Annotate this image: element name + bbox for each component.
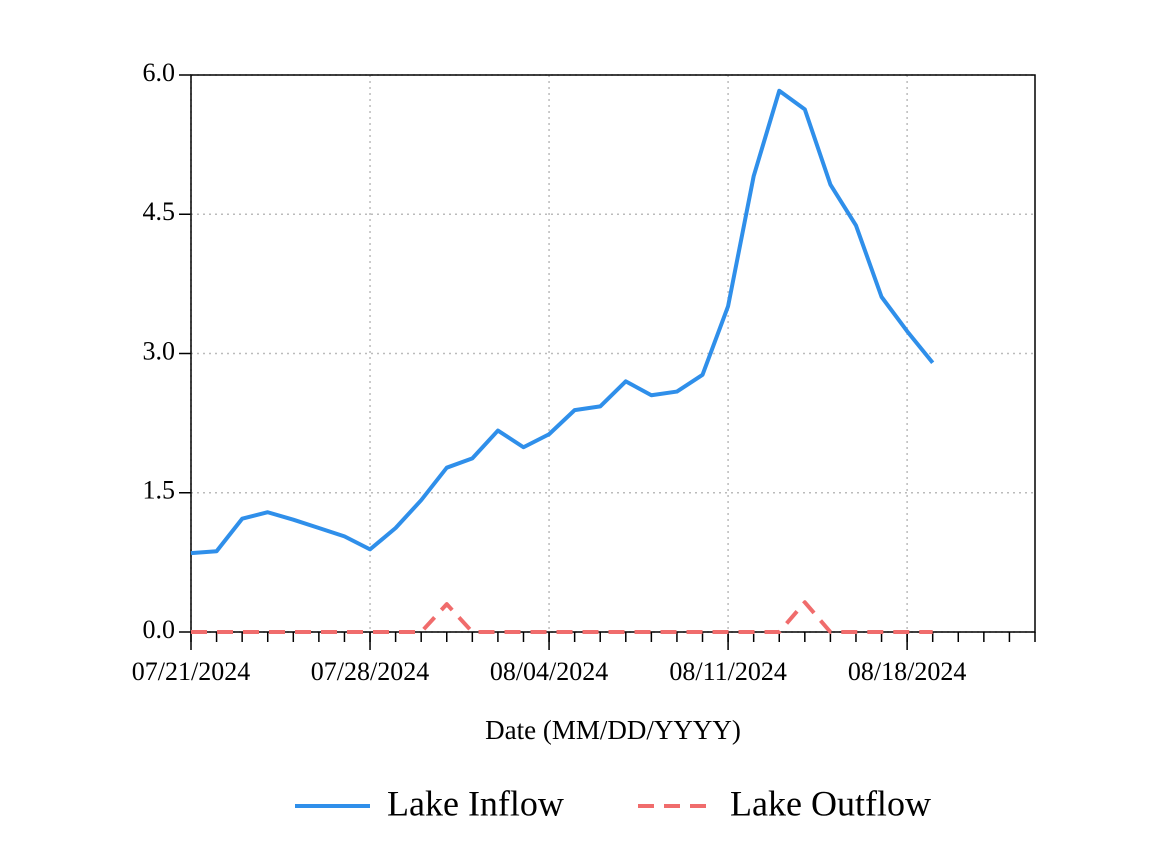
y-tick-label: 0.0 (143, 615, 176, 644)
x-tick-label: 07/21/2024 (132, 657, 250, 686)
x-tick-label: 08/11/2024 (669, 657, 786, 686)
x-tick-label: 08/18/2024 (848, 657, 966, 686)
x-axis-label: Date (MM/DD/YYYY) (485, 715, 741, 745)
legend-label: Lake Inflow (387, 783, 564, 823)
data-line (190, 88, 935, 556)
data-line (191, 600, 933, 634)
y-tick-label: 3.0 (143, 336, 176, 365)
x-tick-label: 07/28/2024 (311, 657, 429, 686)
y-tick-label: 4.5 (143, 197, 176, 226)
y-tick-label: 1.5 (143, 476, 176, 505)
x-tick-label: 08/04/2024 (490, 657, 608, 686)
legend-label: Lake Outflow (730, 783, 931, 823)
y-tick-label: 6.0 (143, 58, 176, 87)
